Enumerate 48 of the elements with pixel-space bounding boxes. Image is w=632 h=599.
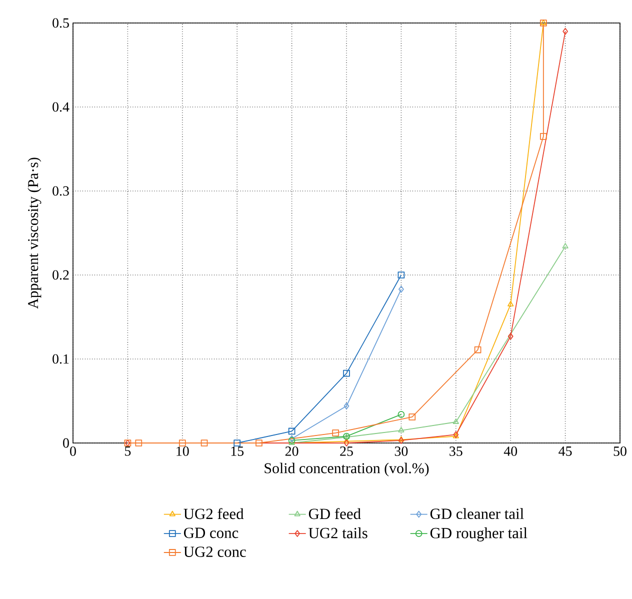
- point: [200, 440, 208, 446]
- x-tick-label: 10: [176, 446, 189, 456]
- legend-label: GD feed: [308, 508, 361, 520]
- point: [332, 429, 339, 436]
- x-tick-label: 35: [450, 446, 462, 456]
- point: [562, 28, 568, 35]
- point: [178, 440, 186, 446]
- point: [288, 428, 296, 435]
- legend-label: UG2 tails: [308, 527, 368, 538]
- point: [398, 272, 405, 278]
- legend-label: GD cleaner tail: [430, 508, 524, 520]
- point: [452, 418, 459, 424]
- x-tick-label: 20: [285, 446, 298, 456]
- x-tick-label: 30: [394, 446, 408, 456]
- point: [135, 440, 142, 446]
- legend-label: GD conc: [184, 528, 238, 538]
- point: [344, 440, 350, 446]
- point: [540, 132, 547, 140]
- x-tick-label: 40: [504, 446, 518, 456]
- point: [344, 402, 350, 410]
- y-tick-label: 0.3: [52, 186, 69, 196]
- y-tick-label: 0.2: [52, 270, 69, 280]
- point: [562, 243, 568, 248]
- x-tick-label: 50: [614, 446, 626, 456]
- point: [398, 286, 404, 293]
- x-tick-label: 45: [558, 446, 572, 456]
- y-tick-label: 0.1: [52, 354, 69, 364]
- point: [343, 370, 350, 377]
- x-tick-label: 0: [70, 446, 76, 456]
- y-tick-label: 0: [63, 438, 69, 448]
- point: [398, 411, 405, 418]
- x-tick-label: 5: [125, 446, 131, 456]
- y-axis-title: Apparent viscosity (Pa·s): [28, 158, 42, 309]
- point: [234, 440, 241, 446]
- point: [508, 300, 514, 306]
- y-tick-label: 0.4: [52, 102, 70, 112]
- point: [256, 440, 262, 446]
- legend-label: GD rougher tail: [430, 527, 528, 542]
- legend-label: UG2 conc: [184, 546, 246, 558]
- x-tick-label: 25: [340, 446, 353, 456]
- point: [474, 346, 482, 354]
- y-tick-label: 0.5: [52, 18, 69, 28]
- point: [398, 426, 404, 432]
- point: [408, 414, 416, 420]
- legend-label: UG2 feed: [184, 508, 244, 520]
- x-tick-label: 15: [231, 446, 244, 456]
- x-axis-title: Solid concentration (vol.%): [264, 462, 429, 476]
- point: [508, 332, 514, 340]
